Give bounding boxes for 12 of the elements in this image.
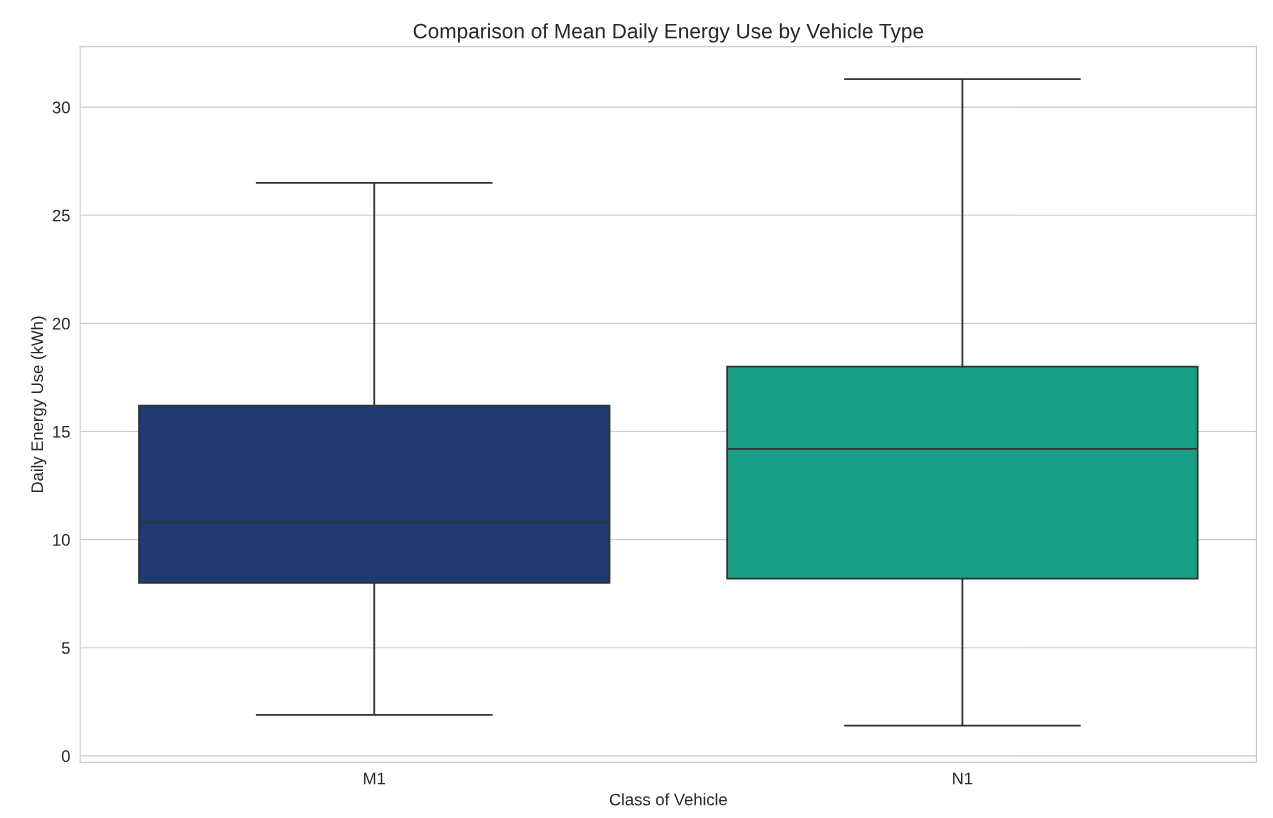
y-tick-label: 25 <box>52 209 70 222</box>
y-tick-label: 10 <box>53 534 70 546</box>
y-tick-label: 0 <box>61 750 70 763</box>
y-tick-label: 30 <box>52 101 70 114</box>
x-tick-label: M1 <box>364 772 386 785</box>
x-axis-title: Class of Vehicle <box>609 793 727 806</box>
chart-title: Comparison of Mean Daily Energy Use by Vehicle Type <box>413 23 924 43</box>
y-tick-label: 20 <box>52 317 70 330</box>
y-axis-title: Daily Energy Use (kWh) <box>30 316 47 493</box>
x-tick-label: N1 <box>953 772 973 785</box>
y-tick-label: 5 <box>61 642 70 654</box>
y-tick-label: 15 <box>53 426 70 438</box>
